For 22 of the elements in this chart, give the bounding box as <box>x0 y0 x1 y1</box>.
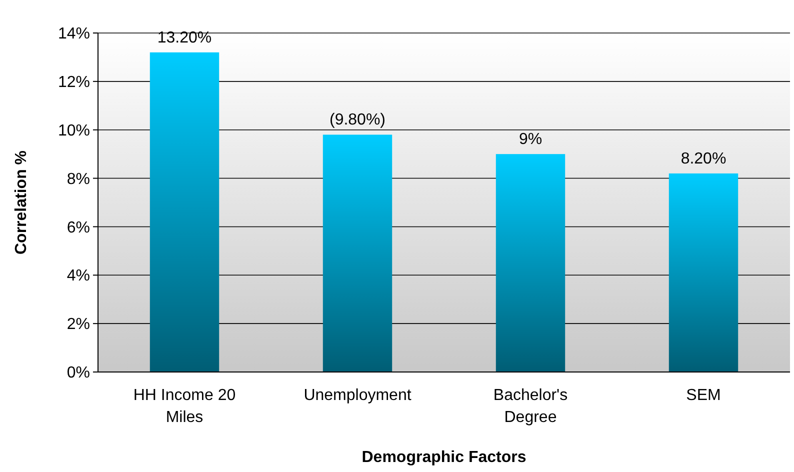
y-tick-label: 10% <box>58 122 90 140</box>
data-label: 9% <box>518 131 542 148</box>
data-label: 13.20% <box>157 29 212 46</box>
data-label: 8.20% <box>680 150 726 168</box>
x-axis-title: Demographic Factors <box>362 449 526 466</box>
bar <box>322 134 392 372</box>
y-tick-label: 2% <box>66 316 90 334</box>
x-tick-label: Unemployment <box>304 387 412 404</box>
data-label: (9.80%) <box>329 112 386 129</box>
x-tick-label: SEM <box>686 387 721 404</box>
y-tick-label: 0% <box>66 364 90 382</box>
y-tick-label: 8% <box>66 170 90 188</box>
bar <box>496 154 566 372</box>
y-tick-label: 6% <box>66 219 90 236</box>
bar <box>150 52 220 372</box>
y-axis-title: Correlation % <box>13 150 30 255</box>
bar <box>668 173 738 372</box>
y-tick-label: 4% <box>66 268 90 285</box>
x-tick-label: HH Income 20 Miles <box>133 387 236 426</box>
y-tick-label: 14% <box>58 26 90 43</box>
y-tick-label: 12% <box>58 74 90 92</box>
x-tick-label: Bachelor's Degree <box>493 387 568 426</box>
